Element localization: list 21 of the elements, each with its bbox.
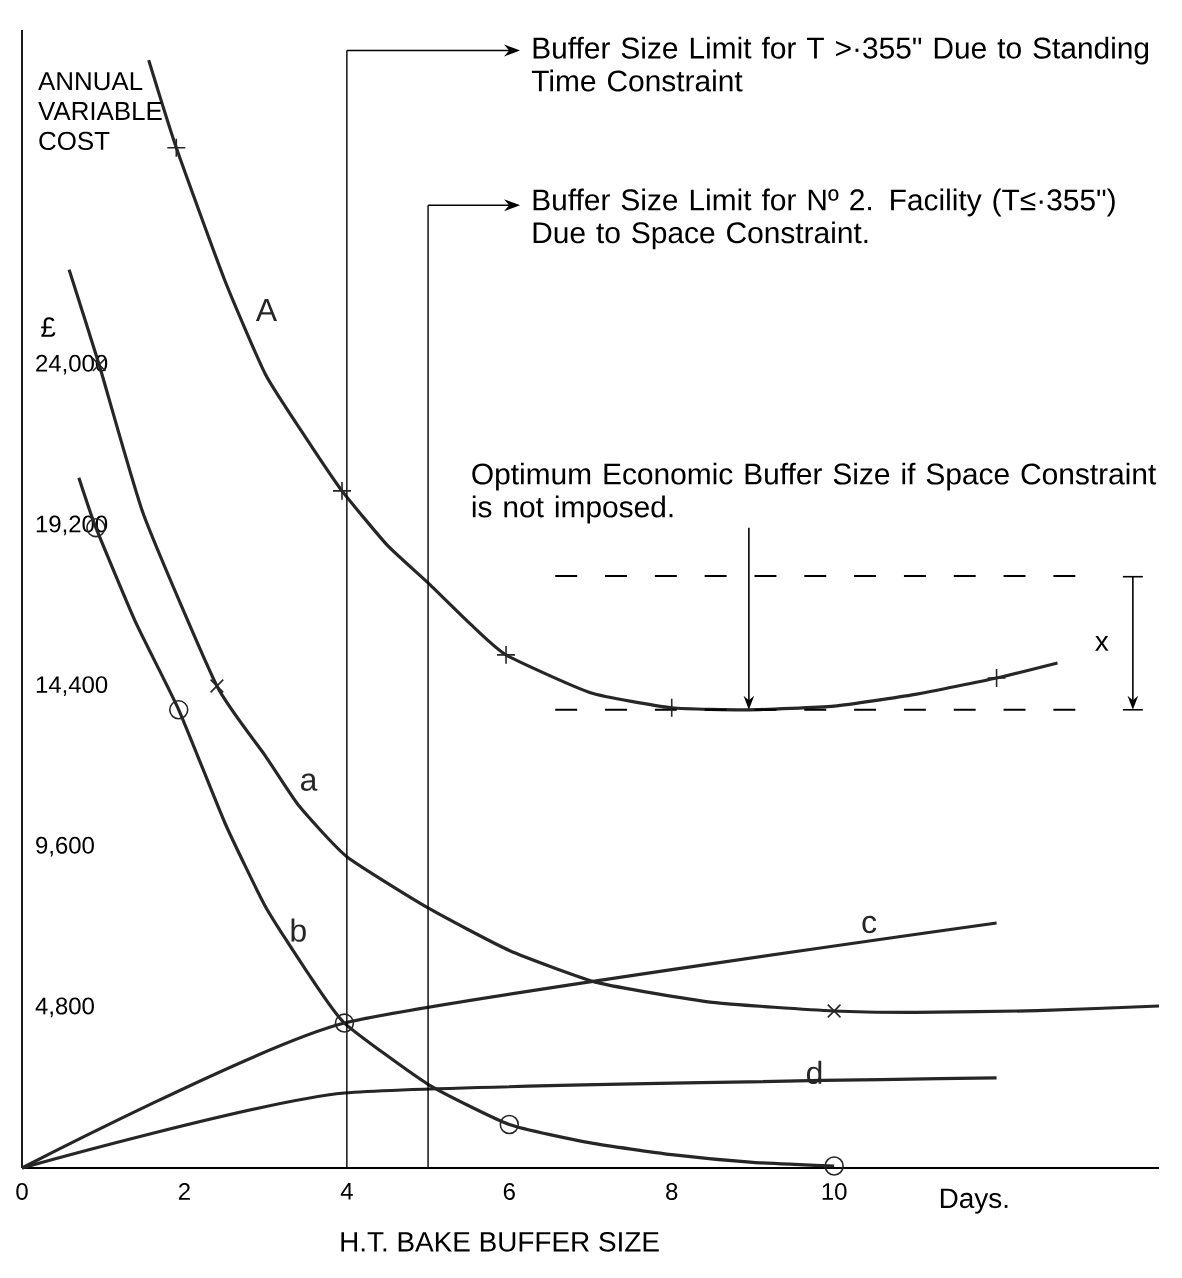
ref-line-label: Buffer Size Limit for Nº 2. Facility (T≤·355") Due to Space Constraint. — [533, 188, 1115, 250]
series-label: A — [255, 298, 278, 321]
series-label: b — [291, 918, 306, 942]
ref-line-label: Buffer Size Limit for T >·355" Due to Standing Time Constraint — [531, 36, 1149, 92]
x-tick-label: 6 — [503, 1183, 515, 1200]
annotation: £ — [41, 317, 56, 337]
y-axis-title: ANNUAL VARIABLE COST — [38, 72, 162, 151]
annotation: Optimum Economic Buffer Size if Space Constraint is not imposed. — [472, 462, 1157, 524]
series-label: a — [301, 773, 318, 791]
x-axis-title: H.T. BAKE BUFFER SIZE — [341, 1231, 659, 1252]
x-tick-label: 4 — [340, 1183, 353, 1200]
y-tick-label: 9,600 — [36, 836, 94, 857]
x-tick-label: 8 — [666, 1183, 678, 1200]
x-tick-label: 10 — [822, 1183, 847, 1200]
annotation: x — [1095, 636, 1109, 651]
text: Days. — [940, 1188, 1008, 1214]
series-label: c — [862, 915, 877, 934]
y-tick-label: 14,400 — [36, 676, 108, 696]
y-tick-label: 4,800 — [35, 997, 94, 1018]
x-tick-label: 2 — [178, 1183, 190, 1200]
x-tick-label: 0 — [16, 1183, 28, 1200]
